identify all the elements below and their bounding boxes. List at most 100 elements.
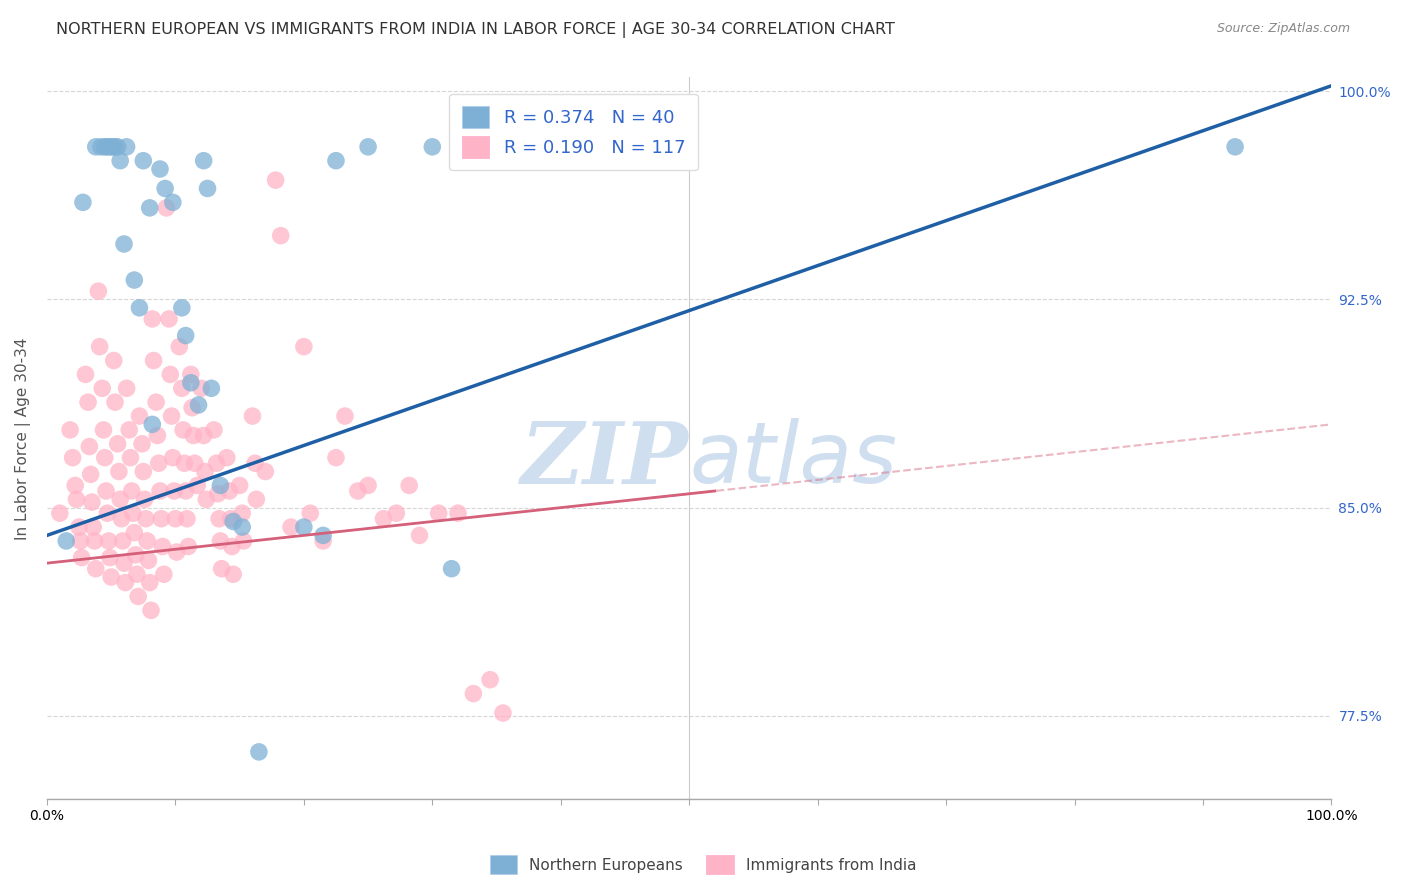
Point [134, 492, 156, 507]
Point [111, 533, 134, 548]
Point [160, 409, 183, 423]
Point [169, 340, 191, 354]
Point [186, 478, 208, 492]
Point [193, 153, 215, 168]
Point [131, 437, 153, 451]
Point [219, 512, 242, 526]
Point [325, 153, 347, 168]
Point [373, 512, 395, 526]
Point [479, 140, 502, 154]
Point [104, 140, 127, 154]
Point [90, 140, 112, 154]
Point [110, 512, 132, 526]
Point [152, 540, 174, 554]
Point [231, 520, 253, 534]
Point [447, 506, 470, 520]
Point [264, 173, 287, 187]
Point [132, 465, 155, 479]
Point [141, 417, 163, 432]
Point [94, 450, 117, 465]
Point [420, 140, 443, 154]
Point [145, 395, 167, 409]
Point [357, 140, 380, 154]
Point [82, 520, 104, 534]
Point [170, 381, 193, 395]
Point [232, 533, 254, 548]
Point [153, 181, 176, 195]
Point [194, 465, 217, 479]
Point [127, 590, 149, 604]
Point [94, 483, 117, 498]
Point [124, 548, 146, 562]
Point [205, 456, 228, 470]
Point [193, 428, 215, 442]
Point [87, 284, 110, 298]
Point [141, 312, 163, 326]
Point [215, 450, 238, 465]
Point [325, 450, 347, 465]
Point [157, 312, 180, 326]
Point [75, 368, 97, 382]
Point [245, 492, 267, 507]
Point [65, 478, 87, 492]
Point [180, 368, 202, 382]
Point [69, 533, 91, 548]
Point [84, 140, 107, 154]
Point [146, 428, 169, 442]
Point [132, 153, 155, 168]
Point [138, 201, 160, 215]
Point [108, 153, 131, 168]
Point [149, 483, 172, 498]
Point [149, 161, 172, 176]
Point [67, 520, 90, 534]
Point [398, 478, 420, 492]
Point [231, 506, 253, 520]
Point [124, 525, 146, 540]
Point [115, 381, 138, 395]
Point [247, 745, 270, 759]
Point [83, 533, 105, 548]
Text: NORTHERN EUROPEAN VS IMMIGRANTS FROM INDIA IN LABOR FORCE | AGE 30-34 CORRELATIO: NORTHERN EUROPEAN VS IMMIGRANTS FROM IND… [56, 22, 896, 38]
Point [70, 550, 93, 565]
Point [96, 506, 118, 520]
Point [159, 368, 181, 382]
Point [103, 353, 125, 368]
Point [292, 340, 315, 354]
Point [80, 495, 103, 509]
Point [96, 140, 118, 154]
Point [163, 483, 186, 498]
Point [120, 450, 142, 465]
Point [104, 395, 127, 409]
Point [122, 506, 145, 520]
Point [101, 140, 124, 154]
Point [292, 520, 315, 534]
Point [299, 506, 322, 520]
Point [162, 450, 184, 465]
Point [222, 567, 245, 582]
Point [153, 567, 176, 582]
Point [197, 181, 219, 195]
Point [62, 450, 84, 465]
Point [385, 506, 408, 520]
Point [211, 562, 233, 576]
Point [228, 478, 250, 492]
Point [190, 381, 212, 395]
Point [162, 195, 184, 210]
Point [333, 409, 356, 423]
Text: ZIP: ZIP [522, 418, 689, 501]
Point [124, 273, 146, 287]
Point [181, 401, 204, 415]
Point [254, 465, 277, 479]
Text: Source: ZipAtlas.com: Source: ZipAtlas.com [1216, 22, 1350, 36]
Point [173, 456, 195, 470]
Point [100, 570, 122, 584]
Legend: Northern Europeans, Immigrants from India: Northern Europeans, Immigrants from Indi… [484, 849, 922, 880]
Point [180, 376, 202, 390]
Point [165, 512, 187, 526]
Point [312, 533, 335, 548]
Point [440, 562, 463, 576]
Point [1223, 140, 1246, 154]
Point [463, 687, 485, 701]
Point [72, 195, 94, 210]
Point [98, 550, 121, 565]
